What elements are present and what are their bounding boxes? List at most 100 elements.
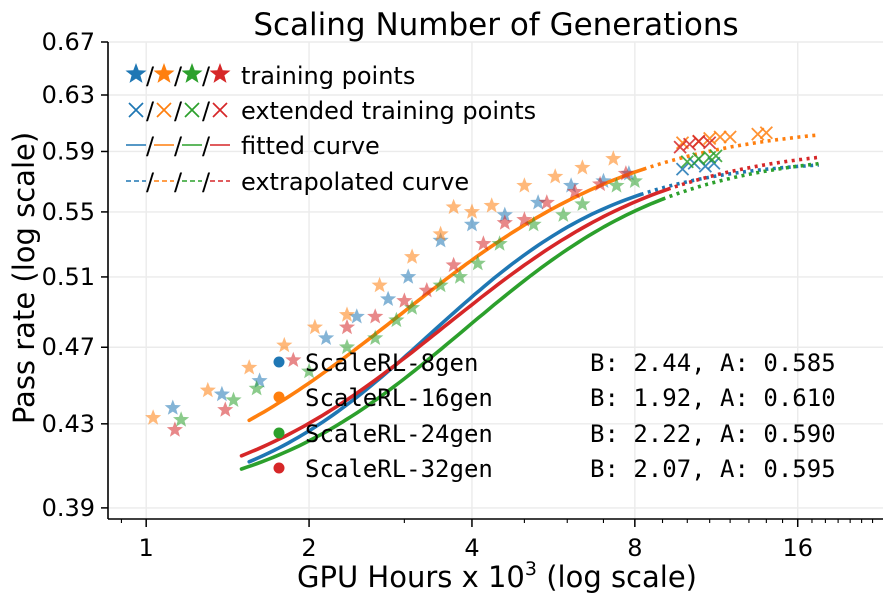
- legend-star-icon: [153, 63, 175, 83]
- legend-label: fitted curve: [241, 132, 380, 160]
- axes: [107, 42, 883, 520]
- series-ScaleRL-24gen: [173, 149, 820, 471]
- training-point: [463, 216, 480, 232]
- legend-separator: /: [202, 62, 211, 90]
- training-point: [396, 292, 413, 308]
- training-point: [306, 318, 323, 335]
- training-point: [525, 216, 542, 232]
- training-point: [475, 235, 492, 251]
- training-point: [213, 385, 230, 402]
- training-point: [404, 299, 421, 315]
- legend-separator: /: [174, 132, 183, 160]
- training-point: [626, 172, 643, 188]
- x-tick-label: 16: [782, 534, 813, 562]
- training-point: [491, 235, 508, 251]
- training-point: [400, 268, 417, 284]
- training-point: [418, 282, 435, 298]
- y-tick-label: 0.43: [42, 410, 95, 438]
- training-point: [432, 225, 449, 241]
- ticks: 1 2 4 8 16 0.39 0.43 0.47 0.51 0.55 0.59 0.63 0.67: [42, 28, 874, 562]
- training-point: [463, 203, 480, 219]
- legend-label: training points: [241, 62, 415, 90]
- series-legend-dot-icon: [273, 462, 285, 474]
- series-legend-name: ScaleRL-32gen: [305, 455, 493, 483]
- fitted-curve: [247, 192, 643, 464]
- fitted-curve: [239, 187, 670, 458]
- training-point: [566, 183, 583, 199]
- training-point: [173, 411, 190, 427]
- series-legend-ScaleRL-32gen: ScaleRL-32gen B: 2.07, A: 0.595: [273, 455, 836, 483]
- extended-point: [703, 136, 717, 150]
- training-point: [432, 276, 449, 293]
- training-point: [538, 194, 555, 210]
- extended-point: [692, 134, 706, 148]
- training-point: [516, 211, 533, 227]
- extended-point: [707, 156, 721, 170]
- legend-star-icon: [209, 63, 231, 83]
- training-point: [563, 177, 580, 193]
- training-point: [445, 198, 462, 215]
- training-point: [338, 338, 356, 355]
- training-point: [496, 206, 513, 222]
- extrapolated-curve: [640, 163, 819, 197]
- extrapolated-curve: [667, 155, 819, 191]
- extended-point: [680, 155, 694, 169]
- legend-label: extrapolated curve: [241, 168, 469, 196]
- training-point: [348, 308, 365, 324]
- extended-point: [759, 126, 773, 140]
- y-tick-label: 0.51: [42, 263, 95, 291]
- legend-x-icon: [156, 102, 172, 118]
- training-point: [388, 311, 405, 328]
- extended-point: [673, 140, 687, 154]
- series-legend-dot-icon: [273, 427, 285, 439]
- extended-point: [692, 152, 706, 166]
- extended-point: [751, 127, 765, 141]
- extended-point: [682, 137, 697, 151]
- training-point: [276, 336, 293, 353]
- series-legend: ScaleRL-8gen B: 2.44, A: 0.585 ScaleRL-16g…: [273, 349, 836, 483]
- legend-row-dashed-line: / / / extrapolated curve: [126, 168, 469, 196]
- legend-label: extended training points: [241, 97, 536, 125]
- training-point: [595, 172, 612, 188]
- extended-point: [723, 130, 737, 144]
- training-point: [530, 194, 547, 210]
- legend-row-star: / / / training points: [125, 62, 415, 90]
- legend-separator: /: [202, 132, 211, 160]
- x-axis-label-tail: (log scale): [537, 560, 697, 594]
- training-point: [451, 268, 468, 284]
- training-point: [248, 380, 265, 396]
- training-point: [516, 177, 533, 193]
- y-axis-label: Pass rate (log scale): [7, 132, 41, 424]
- extended-point: [713, 130, 727, 144]
- training-point: [199, 381, 216, 398]
- x-axis-label: GPU Hours x 103 (log scale): [297, 558, 697, 594]
- training-point: [301, 362, 318, 379]
- training-point: [592, 175, 609, 192]
- training-point: [469, 255, 486, 271]
- training-point: [574, 195, 591, 211]
- training-point: [432, 232, 449, 248]
- legend-separator: /: [146, 62, 155, 90]
- series-ScaleRL-32gen: [166, 134, 819, 458]
- series-legend-params: B: 1.92, A: 0.610: [590, 384, 836, 412]
- extended-point: [675, 162, 690, 176]
- y-tick-label: 0.55: [42, 198, 95, 226]
- training-point: [555, 206, 572, 222]
- legend-separator: /: [202, 97, 211, 125]
- series-legend-ScaleRL-16gen: ScaleRL-16gen B: 1.92, A: 0.610: [273, 384, 836, 412]
- legend-separator: /: [174, 168, 183, 196]
- legend-separator: /: [174, 62, 183, 90]
- training-point: [145, 409, 162, 425]
- training-point: [164, 399, 181, 415]
- legend-separator: /: [146, 132, 155, 160]
- legend-x-icon: [184, 102, 200, 118]
- fitted-curve: [239, 197, 665, 471]
- training-point: [496, 214, 513, 230]
- training-point: [338, 306, 356, 322]
- training-point: [574, 159, 591, 175]
- series-legend-params: B: 2.07, A: 0.595: [590, 455, 836, 483]
- x-tick-label: 4: [464, 534, 479, 562]
- legend-x-icon: [212, 102, 228, 118]
- legend-separator: /: [174, 97, 183, 125]
